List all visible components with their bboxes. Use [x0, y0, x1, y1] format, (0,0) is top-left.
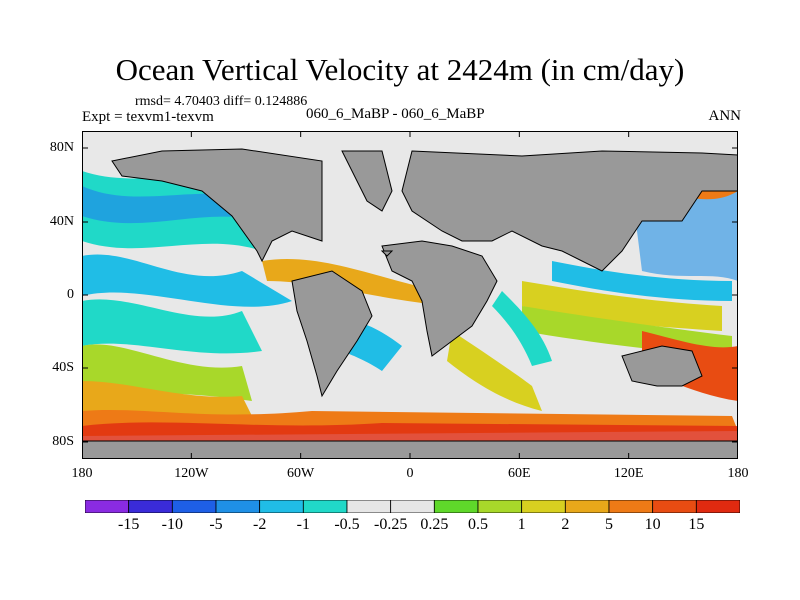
colorbar-label: -15: [117, 516, 140, 533]
colorbar-label: -0.25: [373, 516, 408, 533]
colorbar-swatch: [171, 500, 217, 513]
colorbar-swatch: [302, 500, 348, 513]
colorbar-swatch: [695, 500, 740, 513]
colorbar-label: 2: [561, 516, 570, 533]
colorbar-swatch: [652, 500, 697, 513]
map-plot: [81, 131, 739, 459]
colorbar-swatch: [564, 500, 610, 513]
colorbar-swatch: [346, 500, 392, 513]
colorbar-label: 10: [644, 516, 661, 533]
colorbar-swatch: [521, 500, 566, 513]
colorbar: [85, 500, 740, 513]
x-tick-label: 180: [727, 466, 749, 481]
map-frame: [81, 131, 739, 459]
land-masses: [82, 148, 738, 459]
plot-title: Ocean Vertical Velocity at 2424m (in cm/…: [115, 52, 685, 87]
colorbar-swatch: [85, 500, 130, 513]
season-label: ANN: [708, 108, 742, 124]
colorbar-swatch: [390, 500, 435, 513]
colorbar-label: -5: [209, 516, 223, 533]
colorbar-label: -1: [296, 516, 310, 533]
x-tick-label: 120W: [174, 466, 209, 481]
x-tick-label: 60W: [287, 466, 315, 481]
colorbar-label: 0.5: [468, 516, 488, 533]
colorbar-swatch: [259, 500, 304, 513]
y-tick-label: 0: [67, 287, 74, 302]
colorbar-swatch: [477, 500, 523, 513]
x-tick-label: 0: [406, 466, 414, 481]
colorbar-label: -0.5: [334, 516, 360, 533]
colorbar-label: -10: [161, 516, 183, 533]
x-tick-label: 180: [71, 466, 93, 481]
case-label: 060_6_MaBP - 060_6_MaBP: [306, 106, 485, 122]
colorbar-swatch: [128, 500, 173, 513]
stats-text: rmsd= 4.70403 diff= 0.124886: [135, 94, 308, 109]
colorbar-label: 0.25: [420, 516, 449, 533]
colorbar-label: 1: [517, 516, 526, 533]
x-tick-label: 60E: [508, 466, 531, 481]
y-tick-label: 80N: [49, 140, 74, 155]
y-tick-label: 40N: [49, 214, 74, 229]
experiment-label: Expt = texvm1-texvm: [82, 109, 214, 125]
y-tick-label: 40S: [52, 360, 74, 375]
y-tick-label: 80S: [52, 434, 74, 449]
colorbar-swatch: [608, 500, 654, 513]
colorbar-swatch: [215, 500, 261, 513]
colorbar-label: 15: [688, 516, 705, 533]
x-tick-label: 120E: [613, 466, 644, 481]
colorbar-swatch: [433, 500, 479, 513]
colorbar-label: 5: [605, 516, 613, 533]
colorbar-label: -2: [252, 516, 267, 533]
